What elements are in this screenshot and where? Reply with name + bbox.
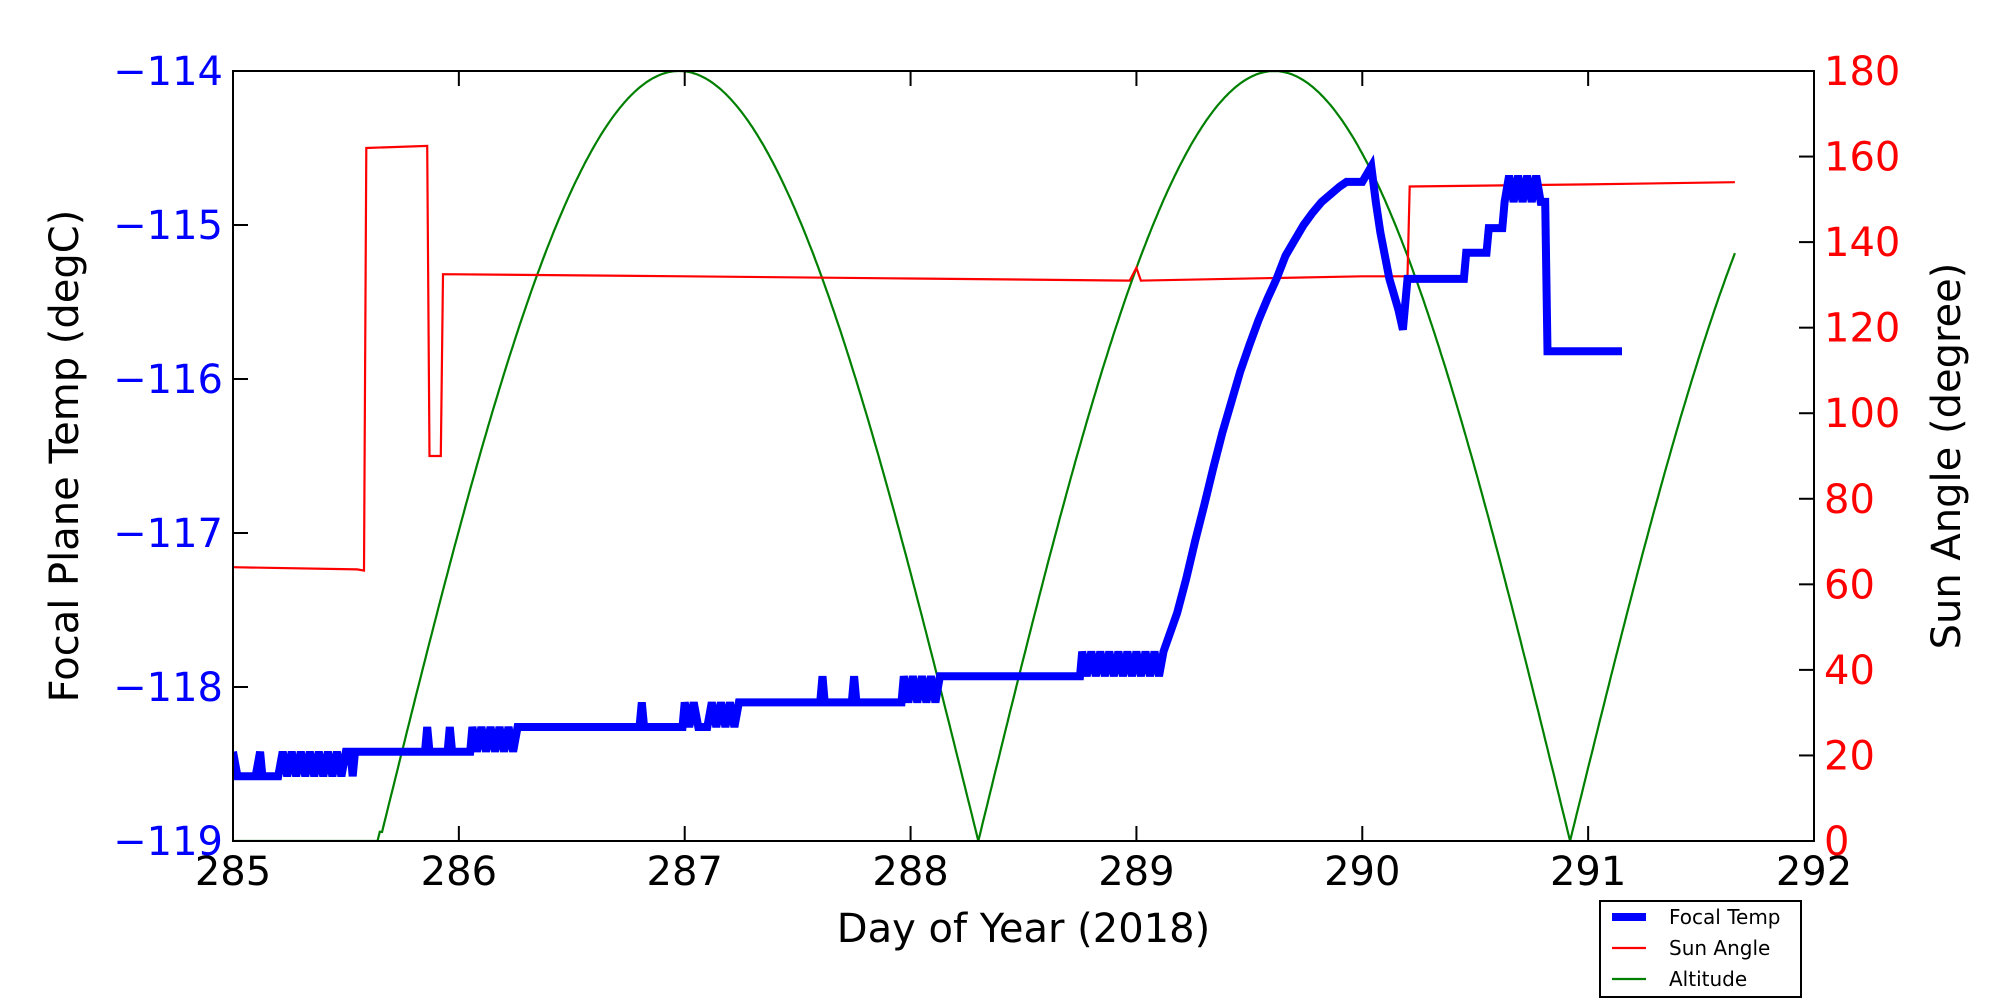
y-left-tick-label: −115 <box>113 203 223 249</box>
y-right-tick-label: 100 <box>1824 391 1900 437</box>
legend-label-sun-angle: Sun Angle <box>1669 936 1770 960</box>
y-right-tick-label: 20 <box>1824 733 1875 779</box>
y-left-tick-label: −114 <box>113 49 223 95</box>
series-sun-angle-line <box>233 144 1735 572</box>
x-tick-label: 285 <box>195 849 271 895</box>
y-right-tick-label: 40 <box>1824 648 1875 694</box>
y-left-tick-label: −118 <box>113 665 223 711</box>
y-left-tick-label: −119 <box>113 819 223 865</box>
y-right-tick-label: 120 <box>1824 306 1900 352</box>
y-right-tick-label: 160 <box>1824 135 1900 181</box>
y-axis-right-label: Sun Angle (degree) <box>1924 263 1970 650</box>
y-right-tick-label: 140 <box>1824 220 1900 266</box>
ticks-layer: 285 286 287 288 289 290 291 292 −119 −118 −117 −116… <box>113 49 1900 895</box>
legend-label-focal-temp: Focal Temp <box>1669 905 1781 929</box>
x-tick-label: 291 <box>1550 849 1626 895</box>
plot-frame <box>232 70 1815 842</box>
y-right-tick-label: 80 <box>1824 477 1875 523</box>
series-altitude-line <box>233 71 1736 841</box>
y-right-tick-label: 60 <box>1824 562 1875 608</box>
x-tick-label: 286 <box>421 849 497 895</box>
x-axis-label: Day of Year (2018) <box>837 906 1210 952</box>
x-tick-label: 290 <box>1324 849 1400 895</box>
x-tick-label: 289 <box>1098 849 1174 895</box>
y-left-tick-label: −116 <box>113 357 223 403</box>
x-tick-label: 292 <box>1776 849 1852 895</box>
y-right-tick-label: 0 <box>1824 819 1849 865</box>
y-axis-left-label: Focal Plane Temp (degC) <box>42 210 88 703</box>
series-layer <box>233 71 1736 841</box>
legend-label-altitude: Altitude <box>1669 967 1747 991</box>
x-tick-label: 287 <box>647 849 723 895</box>
x-tick-label: 288 <box>872 849 948 895</box>
y-left-tick-label: −117 <box>113 511 223 557</box>
series-focal-temp-line <box>233 154 1622 781</box>
y-right-tick-label: 180 <box>1824 49 1900 95</box>
legend: Focal Temp Sun Angle Altitude <box>1599 900 1802 998</box>
